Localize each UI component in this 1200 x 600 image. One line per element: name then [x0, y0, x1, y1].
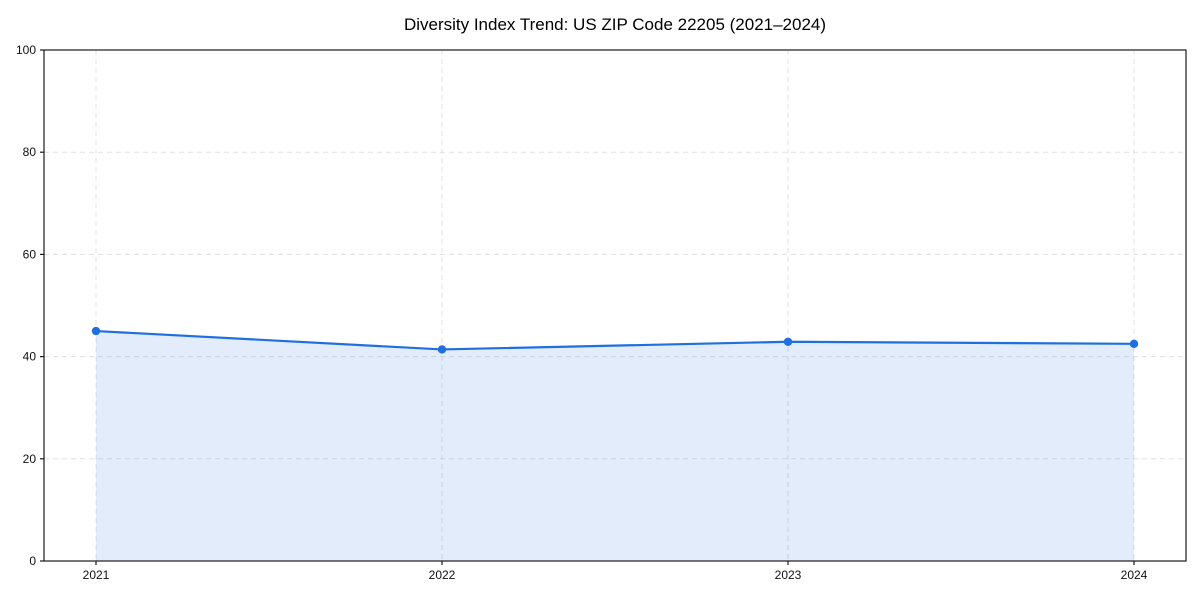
- x-axis-tick-label: 2023: [775, 568, 802, 582]
- axes-layer: 2021 2022 2023 2024 0 20 40 60 80 100: [16, 43, 1187, 582]
- data-point-marker: [437, 345, 447, 354]
- data-point-marker: [91, 326, 101, 336]
- trend-line: [94, 329, 1136, 351]
- y-axis-tick-label: 80: [23, 145, 37, 159]
- chart-title: Diversity Index Trend: US ZIP Code 22205…: [404, 15, 826, 34]
- area-fill: [96, 331, 1134, 561]
- plot-border: [43, 49, 1187, 562]
- y-axis-tick-label: 60: [23, 247, 37, 261]
- data-point-marker: [783, 337, 793, 346]
- y-axis-tick-label: 40: [23, 350, 37, 364]
- y-axis-tick-label: 0: [29, 554, 36, 568]
- y-axis-tick-label: 100: [16, 43, 36, 57]
- x-axis-tick-label: 2022: [429, 568, 456, 582]
- x-axis-tick-label: 2021: [83, 568, 110, 582]
- y-axis-tick-label: 20: [23, 452, 37, 466]
- series-layer: [91, 326, 1139, 561]
- data-point-marker: [1129, 339, 1139, 349]
- x-axis-tick-label: 2024: [1121, 568, 1148, 582]
